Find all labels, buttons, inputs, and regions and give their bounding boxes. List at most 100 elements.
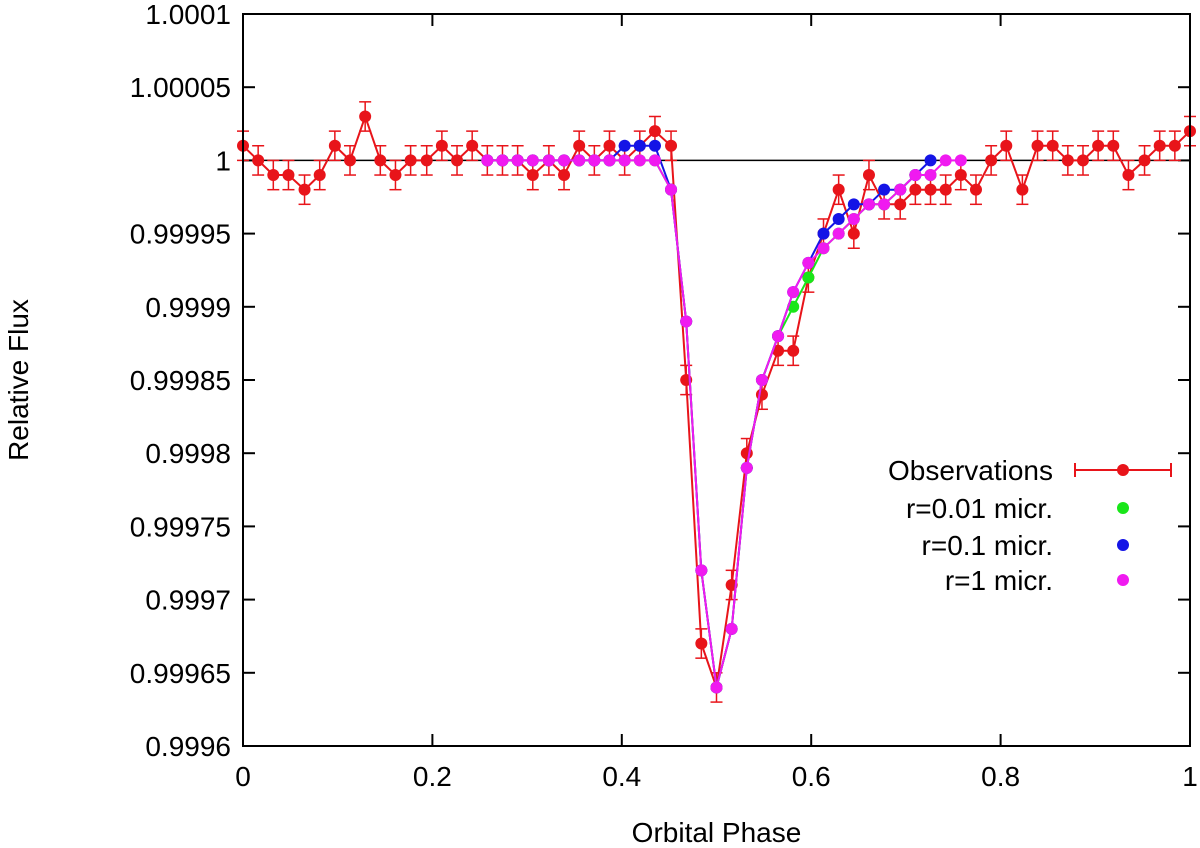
tick-labels: 0.9996 0.99965 0.9997 0.99975 0.9998 0.99985 0… bbox=[130, 0, 1198, 792]
data-point bbox=[924, 183, 937, 196]
data-point bbox=[755, 374, 768, 386]
data-point bbox=[542, 154, 555, 167]
legend-label: r=0.1 micr. bbox=[922, 530, 1053, 561]
data-point bbox=[909, 169, 922, 182]
y-tick-label: 0.9996 bbox=[145, 731, 231, 762]
series-layer bbox=[237, 101, 1196, 703]
data-point bbox=[665, 139, 678, 152]
series-line bbox=[242, 113, 1191, 688]
data-point bbox=[939, 154, 952, 167]
data-point bbox=[740, 461, 753, 474]
data-point bbox=[420, 154, 433, 167]
y-tick-label: 0.99995 bbox=[130, 219, 231, 250]
data-point bbox=[282, 169, 295, 182]
y-tick-label: 1.0001 bbox=[145, 0, 231, 30]
data-point bbox=[817, 227, 830, 240]
series-0 bbox=[237, 101, 1196, 703]
data-point bbox=[573, 154, 586, 167]
data-point bbox=[328, 139, 341, 152]
data-point bbox=[344, 154, 357, 167]
data-point bbox=[847, 212, 860, 225]
legend-label: r=0.01 micr. bbox=[906, 493, 1053, 524]
data-point bbox=[787, 344, 800, 357]
data-point bbox=[710, 681, 723, 694]
data-point bbox=[894, 198, 907, 211]
data-point bbox=[862, 169, 875, 182]
y-tick-label: 1 bbox=[215, 145, 231, 176]
data-point bbox=[481, 154, 494, 167]
data-point bbox=[862, 198, 875, 211]
data-point bbox=[603, 154, 616, 167]
data-point bbox=[832, 183, 845, 196]
data-point bbox=[695, 637, 708, 650]
data-point bbox=[374, 154, 387, 167]
legend-label: r=1 micr. bbox=[945, 565, 1053, 596]
data-point bbox=[847, 198, 860, 211]
data-point bbox=[496, 154, 509, 167]
data-point bbox=[298, 183, 311, 196]
data-point bbox=[954, 154, 967, 167]
data-point bbox=[1000, 139, 1013, 152]
y-axis-title: Relative Flux bbox=[3, 299, 34, 461]
x-tick-label: 0.4 bbox=[602, 761, 641, 792]
data-point bbox=[267, 169, 280, 182]
legend-marker bbox=[1117, 464, 1129, 476]
data-point bbox=[526, 154, 539, 167]
legend-marker bbox=[1117, 539, 1129, 551]
plot-frame bbox=[242, 13, 1191, 747]
y-tick-label: 0.99985 bbox=[130, 365, 231, 396]
data-point bbox=[847, 227, 860, 240]
data-point bbox=[1061, 154, 1074, 167]
data-point bbox=[832, 212, 845, 225]
legend-marker bbox=[1117, 502, 1129, 514]
data-point bbox=[909, 183, 922, 196]
data-point bbox=[466, 139, 479, 152]
data-point bbox=[954, 169, 967, 182]
data-point bbox=[802, 256, 815, 269]
series-1 bbox=[481, 154, 937, 694]
data-point bbox=[573, 139, 586, 152]
y-tick-label: 0.9998 bbox=[145, 438, 231, 469]
series-3 bbox=[481, 154, 967, 694]
data-point bbox=[558, 154, 571, 167]
data-point bbox=[725, 622, 738, 635]
data-point bbox=[1122, 169, 1135, 182]
data-point bbox=[648, 154, 661, 167]
data-point bbox=[985, 154, 998, 167]
legend-label: Observations bbox=[888, 455, 1053, 486]
x-tick-label: 0 bbox=[235, 761, 251, 792]
data-point bbox=[1031, 139, 1044, 152]
y-tick-label: 0.99965 bbox=[130, 658, 231, 689]
data-point bbox=[787, 286, 800, 299]
data-point bbox=[404, 154, 417, 167]
data-point bbox=[878, 198, 891, 211]
legend-marker bbox=[1117, 574, 1129, 586]
data-point bbox=[1107, 139, 1120, 152]
data-point bbox=[924, 169, 937, 182]
legend: Observations r=0.01 micr. r=0.1 micr. r=1 m… bbox=[888, 455, 1172, 596]
x-tick-label: 0.8 bbox=[981, 761, 1020, 792]
data-point bbox=[526, 169, 539, 182]
y-tick-label: 0.9999 bbox=[145, 292, 231, 323]
data-point bbox=[511, 154, 524, 167]
y-tick-label: 0.99975 bbox=[130, 511, 231, 542]
data-point bbox=[772, 344, 785, 357]
data-point bbox=[680, 315, 693, 328]
data-point bbox=[648, 125, 661, 138]
data-point bbox=[1138, 154, 1151, 167]
data-point bbox=[633, 139, 646, 152]
data-point bbox=[451, 154, 464, 167]
data-point bbox=[313, 169, 326, 182]
data-point bbox=[618, 154, 631, 167]
data-point bbox=[878, 183, 891, 196]
data-point bbox=[832, 227, 845, 240]
x-axis-title: Orbital Phase bbox=[632, 817, 802, 848]
data-point bbox=[1016, 183, 1029, 196]
data-point bbox=[924, 154, 937, 167]
data-point bbox=[1153, 139, 1166, 152]
data-point bbox=[1168, 139, 1181, 152]
series-line bbox=[487, 159, 931, 688]
data-point bbox=[389, 169, 402, 182]
data-point bbox=[648, 139, 661, 152]
